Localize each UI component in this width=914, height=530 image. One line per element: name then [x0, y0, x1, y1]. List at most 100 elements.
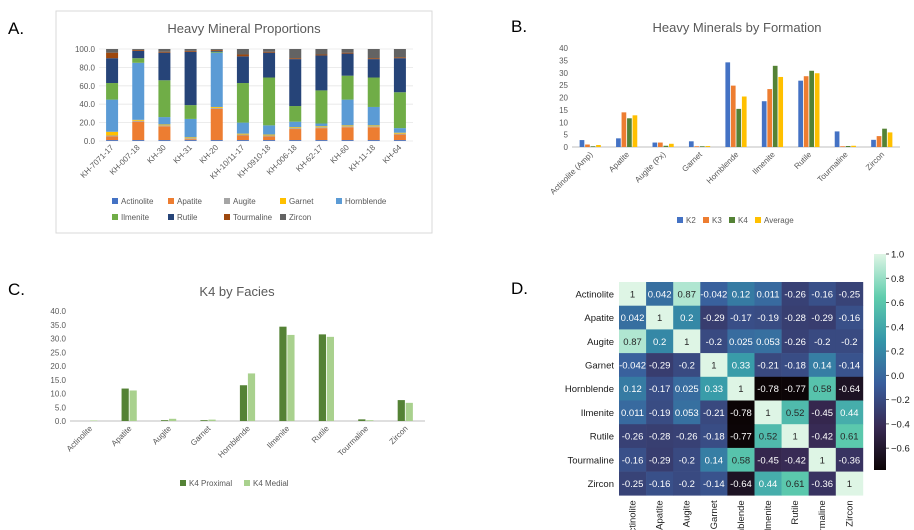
colorbar-tick-label: −0.2: [891, 395, 910, 406]
heatmap-cell-label: -0.28: [649, 432, 671, 443]
heatmap-cell-label: 0.011: [621, 408, 644, 419]
chart-a-bar-segment: [184, 139, 197, 141]
chart-a-bar-segment: [289, 106, 302, 122]
chart-b-bar: [871, 139, 876, 147]
chart-b-bar: [887, 132, 893, 147]
chart-b-legend-swatch: [677, 217, 683, 223]
chart-a-legend-swatch: [280, 198, 286, 204]
heatmap-cell-label: 1: [657, 313, 662, 324]
heatmap-cell: [835, 305, 864, 330]
chart-a-bar-segment: [393, 49, 406, 58]
heatmap-col-label: Ilmenite: [763, 500, 774, 530]
chart-b-category-label: Augite (Px): [633, 150, 668, 185]
heatmap-cell: [754, 329, 782, 354]
chart-b-bar: [761, 101, 767, 147]
heatmap-cell-label: 1: [711, 360, 716, 371]
chart-c-legend-swatch: [180, 480, 186, 486]
chart-a-bar-segment: [106, 99, 119, 132]
chart-a-bar-segment: [315, 123, 328, 127]
chart-a-bar-segment: [315, 127, 328, 129]
chart-a-bar-segment: [393, 57, 406, 59]
chart-c-ytick-label: 30.0: [50, 335, 66, 344]
chart-a-bar-segment: [393, 92, 406, 129]
chart-b-legend-swatch: [755, 217, 761, 223]
chart-a-bar-segment: [341, 126, 354, 128]
chart-a-bar-segment: [367, 125, 380, 127]
heatmap-cell: [727, 400, 755, 425]
chart-b-ytick-label: 30: [559, 69, 568, 78]
chart-c-bar: [279, 326, 287, 421]
chart-a-legend-label: Apatite: [177, 197, 202, 206]
heatmap-cell-label: 0.33: [732, 360, 751, 371]
heatmap-cell-label: -0.45: [757, 455, 779, 466]
heatmap-cell: [835, 282, 864, 306]
chart-b-bar: [705, 146, 711, 147]
heatmap-cell-label: -0.16: [839, 313, 861, 324]
heatmap-cell-label: -0.28: [784, 313, 806, 324]
chart-a-ytick-label: 40.0: [79, 100, 95, 109]
heatmap-cell: [781, 400, 809, 425]
chart-a-bar-segment: [289, 121, 302, 128]
heatmap-cell: [727, 471, 755, 496]
heatmap-col-label: Zircon: [844, 500, 855, 526]
heatmap-cell-label: -0.042: [619, 360, 646, 371]
chart-a-bar-segment: [236, 135, 249, 141]
chart-a-bar-segment: [367, 127, 380, 141]
chart-a-bar-segment: [132, 119, 145, 121]
chart-a-bar-segment: [210, 106, 223, 108]
chart-b-bar: [585, 144, 590, 147]
heatmap-cell-label: -0.16: [649, 479, 671, 490]
chart-a-bar-segment: [210, 49, 223, 50]
chart-a-bar-segment: [341, 75, 354, 100]
chart-a-legend-label: Augite: [233, 197, 256, 206]
heatmap-cell: [727, 305, 755, 330]
chart-a-bar-segment: [210, 107, 223, 109]
panel-letter-c: C.: [8, 280, 25, 299]
heatmap-cell: [700, 471, 728, 496]
chart-c-category-label: Tourmaline: [336, 424, 370, 458]
chart-b-bar: [663, 145, 669, 147]
heatmap-cell: [808, 471, 837, 496]
chart-a-bar-segment: [315, 55, 328, 91]
heatmap-cell-label: -0.2: [841, 337, 857, 348]
heatmap-row-label: Apatite: [584, 313, 614, 324]
heatmap-cell-label: 0.61: [786, 479, 805, 490]
chart-c-category-label: Actinolite: [65, 424, 95, 454]
chart-a-bar-segment: [106, 135, 119, 137]
heatmap-cell: [835, 376, 864, 401]
chart-a-title: Heavy Mineral Proportions: [167, 21, 321, 36]
chart-a-bar-segment: [236, 56, 249, 84]
chart-a-bar-segment: [367, 126, 380, 128]
chart-b-ytick-label: 35: [559, 56, 568, 65]
chart-b-ytick-label: 10: [559, 118, 568, 127]
chart-b-bar: [652, 142, 658, 147]
heatmap-cell-label: -0.19: [757, 313, 779, 324]
chart-a-bar-segment: [210, 140, 223, 141]
chart-b-bar: [579, 140, 585, 147]
colorbar-tick-label: −0.4: [891, 419, 910, 430]
heatmap-cell: [700, 282, 728, 306]
heatmap-row-label: Augite: [587, 337, 614, 348]
chart-a-legend-label: Garnet: [289, 197, 314, 206]
chart-c-ytick-label: 10.0: [50, 390, 66, 399]
heatmap-cell-label: 0.025: [675, 384, 699, 395]
chart-a-bar-segment: [158, 80, 171, 118]
chart-a-bar-segment: [106, 140, 119, 141]
chart-a-bar-segment: [315, 140, 328, 141]
chart-a-bar-segment: [236, 134, 249, 136]
chart-b-category-label: Hornblende: [705, 150, 741, 186]
colorbar-tick-label: 0.4: [891, 322, 904, 333]
heatmap-cell-label: 0.2: [653, 337, 666, 348]
heatmap-cell: [700, 353, 728, 378]
panel-letter-d: D.: [511, 279, 528, 298]
chart-a-bar-segment: [236, 83, 249, 123]
heatmap-cell-label: -0.45: [811, 408, 833, 419]
heatmap-row-label: Tourmaline: [568, 455, 614, 466]
chart-a-bar-segment: [158, 126, 171, 141]
heatmap-cell-label: 1: [765, 408, 770, 419]
chart-c-bar: [358, 419, 366, 421]
chart-b-bar: [778, 76, 784, 147]
chart-a-bar-segment: [315, 90, 328, 124]
heatmap-cell-label: -0.42: [811, 432, 833, 443]
heatmap-cell-label: 0.12: [623, 384, 642, 395]
